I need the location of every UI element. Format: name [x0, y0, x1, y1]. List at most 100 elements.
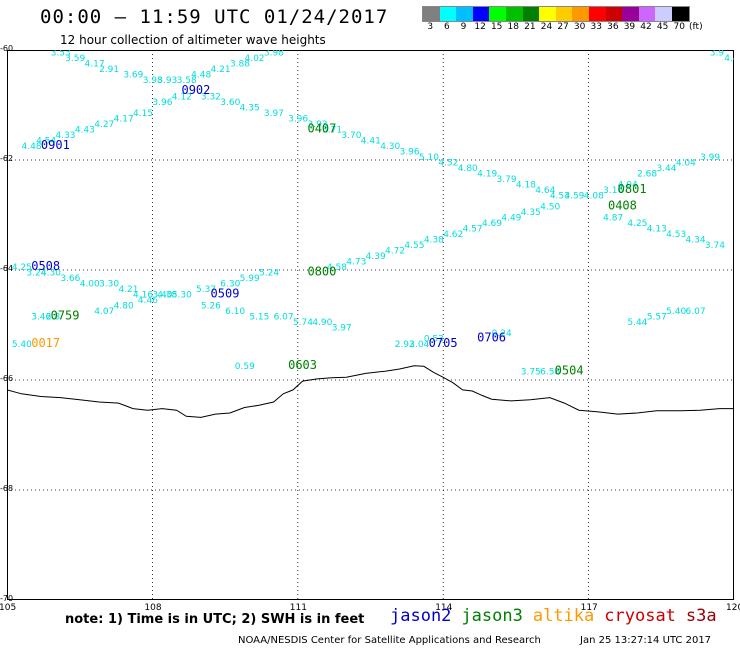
x-tick-label: 117 [580, 603, 598, 613]
swh-value-label: 4.18 [516, 181, 536, 191]
swh-value-label: 4.23 [695, 50, 715, 53]
swh-value-label: 6.30 [220, 280, 240, 290]
swh-value-label: 4.49 [501, 214, 521, 224]
colorbar-label: 33 [590, 22, 602, 32]
colorbar-label: (ft) [689, 22, 703, 32]
x-tick-label: 111 [289, 603, 307, 613]
colorbar-swatch [423, 7, 440, 21]
colorbar-swatch [472, 7, 490, 21]
swh-value-label: 4.54 [36, 137, 56, 147]
swh-value-label: 4.38 [157, 291, 177, 301]
colorbar-swatch [655, 7, 672, 21]
swh-value-label: 5.57 [647, 313, 667, 323]
track-time-label: 0509 [211, 287, 240, 301]
swh-value-label: 4.35 [521, 208, 541, 218]
colorbar-swatch [539, 7, 556, 21]
swh-value-label: 4.07 [94, 307, 114, 317]
track-time-label: 0407 [307, 122, 336, 136]
swh-value-label: 4.02 [244, 54, 264, 64]
swh-value-label: 4.57 [463, 225, 483, 235]
swh-value-label: 5.26 [201, 302, 221, 312]
colorbar-label: 3 [427, 22, 434, 32]
swh-value-label: 3.32 [201, 93, 221, 103]
swh-value-label: 3.60 [220, 98, 240, 108]
page-title: 00:00 – 11:59 UTC 01/24/2017 [40, 6, 389, 28]
swh-value-label: 3.53 [51, 50, 71, 59]
swh-value-label: 3.75 [521, 368, 541, 378]
swh-value-label: 2.8 [46, 313, 61, 323]
swh-value-label: 5.99 [240, 274, 260, 284]
swh-value-label: 4.62 [443, 230, 463, 240]
colorbar-label: 42 [640, 22, 652, 32]
colorbar-label: 70 [673, 22, 685, 32]
swh-value-label: 2.91 [99, 65, 119, 75]
swh-value-label: 5.44 [627, 318, 647, 328]
track-time-label: 0759 [51, 309, 80, 323]
track-time-label: 0705 [429, 336, 458, 350]
swh-value-label: 4.41 [361, 137, 381, 147]
swh-value-label: 4.64 [535, 186, 555, 196]
swh-value-label: 4.19 [477, 170, 497, 180]
swh-value-label: 4.30 [41, 269, 61, 279]
swh-value-label: 3.98 [264, 50, 284, 59]
colorbar-swatch [605, 7, 623, 21]
swh-value-label: 4.69 [482, 219, 502, 229]
swh-value-label: 4.53 [666, 230, 686, 240]
colorbar-swatch [671, 7, 689, 21]
swh-value-label: 3.59 [65, 54, 85, 64]
colorbar-swatch [456, 7, 473, 21]
swh-value-label: 5.40 [12, 340, 32, 350]
track-time-label: 0504 [555, 364, 584, 378]
track-time-label: 0408 [608, 199, 637, 213]
timestamp: Jan 25 13:27:14 UTC 2017 [580, 635, 712, 646]
swh-value-label: 4.46 [138, 296, 158, 306]
swh-value-label: 3.96 [288, 115, 308, 125]
swh-value-label: 4.58 [327, 263, 347, 273]
swh-value-label: 4.72 [385, 247, 405, 257]
swh-colorbar [422, 6, 690, 22]
colorbar-swatch [505, 7, 523, 21]
colorbar-label: 21 [524, 22, 536, 32]
x-tick-label: 105 [0, 603, 17, 613]
swh-value-label: 2.68 [637, 170, 657, 180]
swh-value-label: 3.24 [26, 269, 46, 279]
colorbar-swatch [638, 7, 656, 21]
swh-value-label: 3.96 [152, 98, 172, 108]
swh-value-label: 3.98 [143, 76, 163, 86]
swh-value-label: 3.44 [283, 50, 303, 53]
swh-value-label: 0.53 [424, 335, 444, 345]
swh-value-label: 3.88 [230, 60, 250, 70]
swh-value-label: 4.4 [724, 54, 734, 64]
swh-value-label: 4.00 [80, 280, 100, 290]
swh-value-label: 4.53 [550, 192, 570, 202]
legend-entry: jason2 [390, 606, 452, 626]
swh-value-label: 3.46 [31, 313, 51, 323]
swh-colorbar-labels: 3 6 9 12 15 18 21 24 27 30 33 36 39 42 45 70 (ft) [422, 22, 704, 32]
y-tick-label: -64 [0, 264, 14, 273]
x-tick-label: 114 [435, 603, 453, 613]
colorbar-label: 30 [573, 22, 586, 32]
swh-value-label: 4.21 [211, 65, 231, 75]
swh-value-label: 4.43 [75, 126, 95, 136]
y-tick-label: -68 [0, 484, 14, 493]
swh-value-label: 4.16 [133, 291, 153, 301]
track-time-label: 0017 [31, 336, 60, 350]
colorbar-label: 36 [607, 22, 619, 32]
colorbar-label: 9 [460, 22, 467, 32]
track-time-label: 0800 [307, 265, 336, 279]
colorbar-swatch [622, 7, 639, 21]
swh-value-label: 4.27 [94, 120, 114, 130]
swh-value-label: 3.40 [152, 291, 172, 301]
swh-value-label: 4.80 [114, 302, 134, 312]
swh-value-label: 4.50 [540, 203, 560, 213]
colorbar-label: 39 [623, 22, 636, 32]
swh-value-label: 4.55 [404, 241, 424, 251]
swh-value-label: 4.30 [380, 142, 400, 152]
swh-value-label: 4.13 [647, 225, 667, 235]
swh-value-label: 3.99 [700, 153, 720, 163]
swh-value-label: 3.74 [705, 241, 725, 251]
plot-border [7, 50, 734, 600]
swh-value-label: 4.48 [22, 142, 42, 152]
colorbar-swatch [522, 7, 540, 21]
